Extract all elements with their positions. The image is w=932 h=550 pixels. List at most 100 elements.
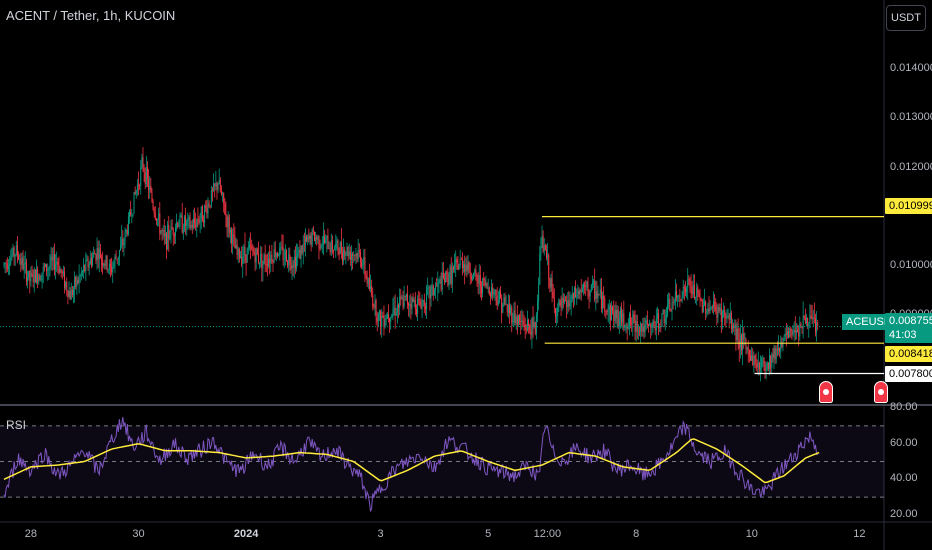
candle-body	[337, 240, 339, 251]
candle-body	[364, 257, 366, 276]
candle-body	[619, 308, 621, 318]
candle-body	[711, 307, 713, 308]
candle-body	[185, 216, 187, 226]
candle-body	[305, 236, 307, 245]
candle-body	[298, 249, 300, 253]
candle-body	[530, 329, 532, 336]
candle-body	[433, 289, 435, 296]
candle-body	[4, 263, 6, 264]
candle-body	[710, 307, 712, 309]
candle-body	[639, 331, 641, 332]
candle-body	[252, 248, 254, 252]
candle-body	[271, 254, 273, 262]
candle-body	[786, 331, 788, 336]
candle-body	[762, 357, 764, 359]
candle-body	[152, 201, 154, 209]
candle-body	[476, 274, 478, 281]
candle-body	[9, 264, 11, 267]
candle-body	[65, 282, 67, 288]
candle-body	[50, 256, 52, 266]
candle-body	[775, 348, 777, 360]
candle-body	[580, 289, 582, 293]
currency-button[interactable]: USDT	[886, 5, 926, 31]
candle-body	[517, 315, 519, 325]
candle-body	[463, 264, 465, 269]
candle-body	[510, 307, 512, 314]
candle-body	[390, 317, 392, 323]
candle-body	[86, 259, 88, 261]
candle-body	[359, 251, 361, 262]
candle-body	[534, 322, 536, 334]
candle-body	[458, 265, 460, 270]
candle-body	[201, 206, 203, 222]
candle-body	[779, 347, 781, 352]
candle-body	[501, 298, 503, 313]
candle-body	[618, 317, 620, 327]
candle-body	[74, 276, 76, 290]
candle-body	[470, 276, 472, 280]
candle-body	[260, 253, 262, 263]
candle-body	[404, 295, 406, 297]
event-marker-icon[interactable]	[874, 381, 888, 403]
candle-body	[572, 293, 574, 299]
candle-body	[603, 295, 605, 299]
candle-body	[344, 249, 346, 256]
candle-body	[66, 282, 68, 291]
candle-body	[610, 306, 612, 320]
candle-body	[270, 254, 272, 264]
candle-body	[701, 300, 703, 312]
candle-body	[761, 358, 763, 369]
candle-body	[235, 245, 237, 249]
candle-body	[717, 306, 719, 318]
candle-body	[696, 287, 698, 298]
candle-body	[599, 289, 601, 295]
candle-body	[436, 285, 438, 287]
candle-body	[767, 363, 769, 369]
candle-body	[27, 276, 29, 282]
candle-body	[627, 326, 629, 329]
candle-body	[371, 286, 373, 296]
candle-body	[506, 304, 508, 313]
candle-body	[151, 192, 153, 202]
candle-body	[547, 255, 549, 258]
candle-body	[720, 307, 722, 322]
candle-body	[47, 269, 49, 271]
candle-body	[632, 314, 634, 325]
candle-body	[326, 235, 328, 240]
event-marker-icon[interactable]	[819, 381, 833, 403]
candle-body	[498, 290, 500, 301]
candle-body	[735, 324, 737, 341]
candle-body	[366, 276, 368, 284]
candle-body	[75, 276, 77, 287]
candle-body	[744, 338, 746, 340]
candle-body	[679, 295, 681, 301]
candle-body	[716, 311, 718, 318]
candle-body	[177, 222, 179, 228]
candle-body	[306, 236, 308, 242]
candle-body	[612, 306, 614, 312]
candle-body	[38, 275, 40, 283]
candle-body	[239, 256, 241, 259]
time-tick-label: 30	[132, 528, 145, 540]
candle-body	[264, 254, 266, 264]
candle-body	[486, 283, 488, 288]
candle-body	[346, 247, 348, 254]
candle-body	[686, 288, 688, 293]
candle-body	[816, 322, 818, 333]
candle-body	[31, 273, 33, 275]
candle-body	[706, 312, 708, 314]
candle-body	[246, 248, 248, 263]
candle-body	[667, 304, 669, 315]
candle-body	[549, 279, 551, 288]
candle-body	[497, 300, 499, 305]
candle-body	[496, 296, 498, 305]
candle-body	[125, 229, 127, 233]
candle-body	[157, 219, 159, 221]
candle-body	[59, 268, 61, 274]
candle-body	[422, 299, 424, 302]
candle-body	[218, 179, 220, 185]
candle-body	[80, 272, 82, 276]
candle-body	[428, 286, 430, 288]
